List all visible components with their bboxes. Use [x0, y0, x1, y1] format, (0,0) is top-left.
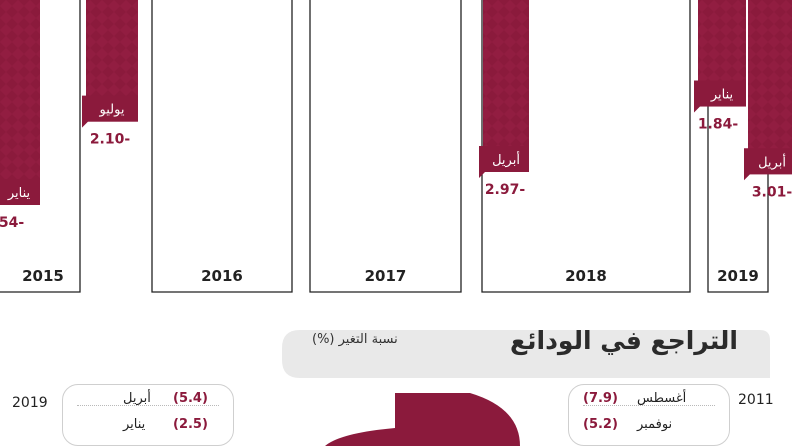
bar-2018-2: [483, 0, 529, 172]
deposits-title: التراجع في الودائع: [510, 326, 738, 355]
deposits-subtitle: نسبة التغير (%): [312, 332, 398, 347]
table-row: (5.2) نوفمبر: [569, 417, 729, 437]
year-label-2018: 2018: [565, 267, 607, 285]
row-value: (5.2): [583, 417, 618, 432]
bar-month-label: أبريل: [758, 153, 786, 170]
year-label-2015: 2015: [22, 267, 64, 285]
year-label-2016: 2016: [201, 267, 243, 285]
row-month: أغسطس: [637, 391, 687, 406]
monthly-change-bar-chart: 2015 2016 2017 2018 2019 يناير 3.54- يوليو 2.10…: [0, 0, 792, 293]
bar-month-label: يناير: [710, 88, 734, 103]
right-table: (7.9) أغسطس (5.2) نوفمبر: [568, 384, 730, 446]
bar-tab-1: [82, 95, 138, 128]
bar-month-label: يوليو: [99, 103, 125, 118]
left-table: (5.4) أبريل (2.5) يناير: [62, 384, 234, 446]
row-value: (2.5): [173, 417, 208, 432]
year-panel-2017: [309, 0, 462, 293]
year-label-2017: 2017: [365, 267, 407, 285]
row-month: أبريل: [123, 391, 151, 406]
bar-month-label: يناير: [7, 186, 31, 201]
bar-value-label: 1.84-: [698, 117, 739, 133]
table-row: (7.9) أغسطس: [569, 391, 729, 411]
year-panel-2015: [0, 0, 81, 293]
right-year: 2011: [738, 392, 774, 408]
bar-2015-0: [0, 0, 40, 205]
bar-value-label: 3.54-: [0, 215, 24, 231]
row-value: (5.4): [173, 391, 208, 406]
deposits-pie-chart: [395, 393, 520, 446]
year-label-2019: 2019: [717, 267, 759, 285]
bar-value-label: 2.10-: [90, 132, 131, 148]
bar-tab-3: [694, 80, 746, 113]
left-year: 2019: [12, 395, 48, 411]
year-panel-2016: [151, 0, 293, 293]
bar-tab-4: [744, 148, 792, 181]
bar-value-label: 2.97-: [485, 182, 526, 198]
bar-value-label: 3.01-: [752, 184, 792, 200]
row-month: نوفمبر: [637, 417, 673, 432]
bar-month-label: أبريل: [492, 151, 520, 168]
table-row: (5.4) أبريل: [63, 391, 233, 411]
row-value: (7.9): [583, 391, 618, 406]
row-month: يناير: [123, 417, 146, 432]
bar-tab-2: [479, 145, 529, 178]
bar-tab-0: [0, 179, 40, 205]
bar-2019-4: [748, 0, 792, 175]
table-row: (2.5) يناير: [63, 417, 233, 437]
deposits-decline-section: التراجع في الودائع نسبة التغير (%) 2019 …: [0, 318, 792, 446]
